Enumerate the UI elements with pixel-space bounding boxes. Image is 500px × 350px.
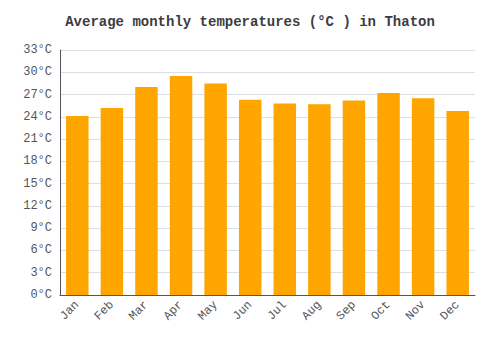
svg-text:Nov: Nov <box>403 298 428 323</box>
svg-text:33°C: 33°C <box>23 43 52 57</box>
svg-text:27°C: 27°C <box>23 88 52 102</box>
svg-text:0°C: 0°C <box>30 288 52 302</box>
svg-text:12°C: 12°C <box>23 199 52 213</box>
svg-text:Apr: Apr <box>161 298 186 323</box>
svg-text:24°C: 24°C <box>23 110 52 124</box>
svg-text:6°C: 6°C <box>30 243 52 257</box>
svg-text:Feb: Feb <box>92 298 117 323</box>
svg-text:30°C: 30°C <box>23 65 52 79</box>
svg-text:Aug: Aug <box>299 298 324 323</box>
svg-text:Mar: Mar <box>126 298 151 323</box>
svg-text:Jan: Jan <box>57 298 82 323</box>
svg-text:21°C: 21°C <box>23 132 52 146</box>
svg-text:Dec: Dec <box>438 298 463 323</box>
svg-text:Jun: Jun <box>230 298 255 323</box>
svg-text:18°C: 18°C <box>23 154 52 168</box>
svg-text:Oct: Oct <box>368 298 393 323</box>
svg-text:Jul: Jul <box>265 298 290 323</box>
svg-text:9°C: 9°C <box>30 221 52 235</box>
svg-text:3°C: 3°C <box>30 266 52 280</box>
svg-text:15°C: 15°C <box>23 177 52 191</box>
svg-text:Sep: Sep <box>334 298 359 323</box>
svg-text:Average monthly temperatures (: Average monthly temperatures (°C ) in Th… <box>65 14 435 30</box>
svg-text:May: May <box>195 298 220 323</box>
